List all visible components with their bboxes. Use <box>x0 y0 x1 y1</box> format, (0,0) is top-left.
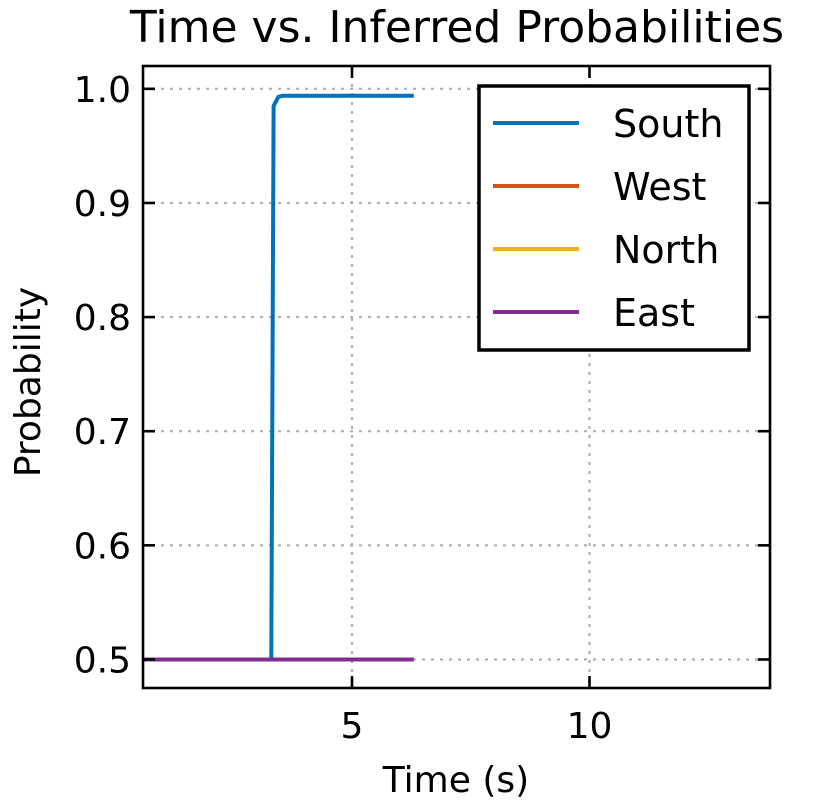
y-tick-label: 0.8 <box>74 298 131 339</box>
plot-frame <box>141 64 772 690</box>
y-tick-label: 0.9 <box>74 184 131 225</box>
x-tick-label: 10 <box>567 706 613 747</box>
y-tick-label: 0.7 <box>74 412 131 453</box>
series-line-south <box>143 93 414 662</box>
y-tick-label: 1.0 <box>74 70 131 111</box>
legend-label: East <box>613 291 695 335</box>
series-lines <box>143 93 414 662</box>
legend-label: North <box>613 228 719 272</box>
x-axis-label: Time (s) <box>382 760 529 801</box>
x-tick-label: 5 <box>341 706 364 747</box>
axis-ticks: 5 10 0.5 0.6 0.7 0.8 0.9 1.0 <box>74 66 770 747</box>
y-tick-label: 0.5 <box>74 640 131 681</box>
chart-title: Time vs. Inferred Probabilities <box>129 2 784 53</box>
legend-box <box>477 84 751 352</box>
legend: South West North East <box>477 84 751 352</box>
legend-label: West <box>613 165 706 209</box>
y-tick-label: 0.6 <box>74 526 131 567</box>
y-axis-label: Probability <box>8 287 49 477</box>
legend-label: South <box>613 102 723 146</box>
